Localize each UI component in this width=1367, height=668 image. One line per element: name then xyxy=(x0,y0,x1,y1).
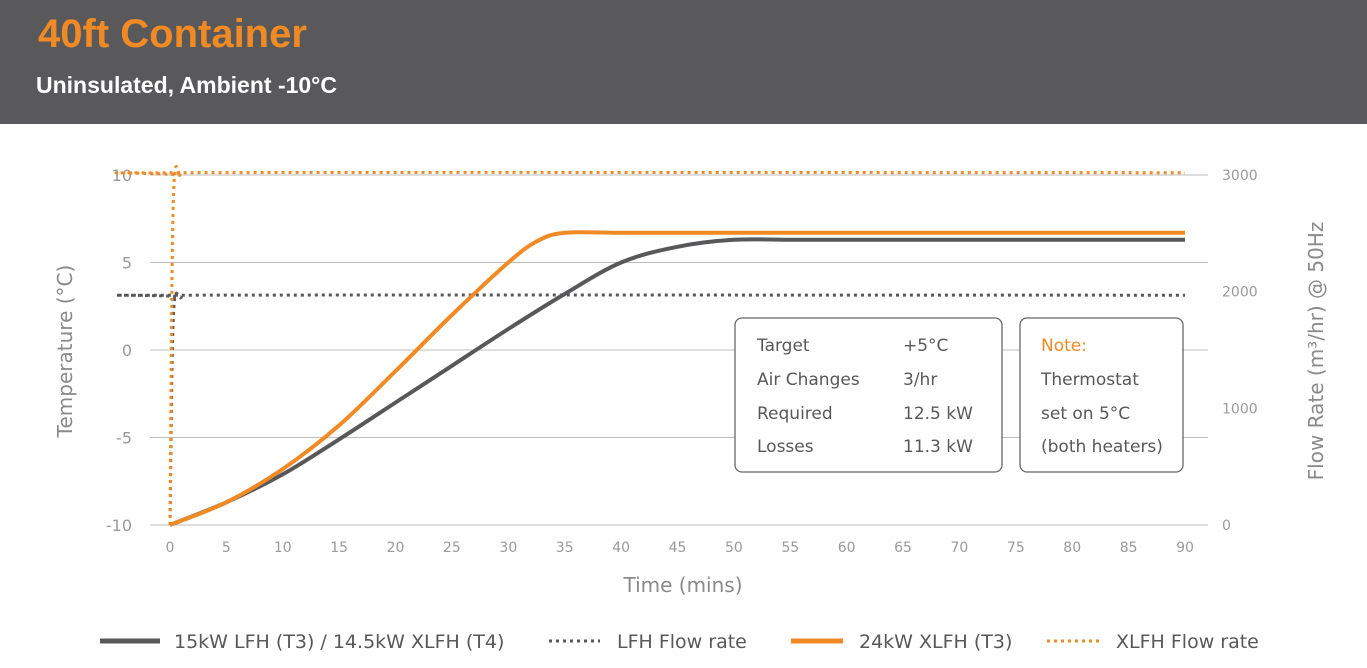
info-value: +5°C xyxy=(903,336,948,356)
x-tick-label: 0 xyxy=(166,540,175,556)
x-tick-label: 75 xyxy=(1007,540,1025,556)
legend: 15kW LFH (T3) / 14.5kW XLFH (T4) LFH Flo… xyxy=(100,631,1259,653)
x-tick-label: 5 xyxy=(222,540,231,556)
note-line: (both heaters) xyxy=(1041,437,1163,457)
legend-label: XLFH Flow rate xyxy=(1116,631,1259,653)
x-tick-label: 15 xyxy=(330,540,348,556)
orange-flow-rate-line xyxy=(114,165,1186,526)
y2-tick-label: 0 xyxy=(1222,518,1231,534)
grey-temperature-line xyxy=(169,237,1185,527)
x-tick-label: 20 xyxy=(387,540,405,556)
page-title: 40ft Container xyxy=(38,12,307,56)
x-tick-label: 40 xyxy=(612,540,630,556)
header-bar: 40ft Container Uninsulated, Ambient -10°… xyxy=(0,0,1367,124)
y-tick-label: 0 xyxy=(122,341,132,360)
note-line: set on 5°C xyxy=(1041,404,1130,424)
x-tick-label: 50 xyxy=(725,540,743,556)
x-tick-label: 90 xyxy=(1176,540,1194,556)
info-label: Target xyxy=(756,336,810,356)
info-value: 3/hr xyxy=(903,370,937,390)
info-label: Required xyxy=(757,404,833,424)
x-tick-label: 30 xyxy=(499,540,517,556)
info-box: Target +5°C Air Changes 3/hr Required 12… xyxy=(734,317,1003,473)
x-tick-label: 35 xyxy=(556,540,574,556)
info-value: 11.3 kW xyxy=(903,437,973,457)
legend-label: LFH Flow rate xyxy=(617,631,747,653)
x-tick-label: 60 xyxy=(838,540,856,556)
x-tick-label: 65 xyxy=(894,540,912,556)
x-tick-label: 55 xyxy=(781,540,799,556)
note-box-frame xyxy=(1019,317,1184,473)
y-tick-label: 5 xyxy=(122,254,132,273)
x-tick-label: 45 xyxy=(669,540,687,556)
y2-tick-label: 2000 xyxy=(1222,285,1258,301)
info-label: Air Changes xyxy=(757,370,860,390)
y-axis-label: Temperature (°C) xyxy=(53,265,77,439)
info-value: 12.5 kW xyxy=(903,404,973,424)
page-subtitle: Uninsulated, Ambient -10°C xyxy=(36,72,337,98)
x-axis-label: Time (mins) xyxy=(622,573,742,597)
y2-axis-label: Flow Rate (m³/hr) @ 50Hz xyxy=(1304,222,1328,481)
x-tick-label: 10 xyxy=(274,540,292,556)
y-tick-label: -10 xyxy=(106,516,132,535)
info-label: Losses xyxy=(757,437,814,457)
legend-label: 24kW XLFH (T3) xyxy=(859,631,1012,653)
x-tick-label: 70 xyxy=(951,540,969,556)
series-lines xyxy=(114,165,1186,527)
y2-tick-label: 3000 xyxy=(1222,168,1258,184)
orange-temperature-line xyxy=(169,230,1185,527)
y-tick-label: 10 xyxy=(112,166,132,185)
legend-label: 15kW LFH (T3) / 14.5kW XLFH (T4) xyxy=(174,631,504,653)
y-tick-label: -5 xyxy=(116,429,132,448)
info-box-frame xyxy=(734,317,1003,473)
x-tick-label: 80 xyxy=(1063,540,1081,556)
note-box: Note: Thermostat set on 5°C (both heater… xyxy=(1019,317,1184,473)
y2-tick-label: 1000 xyxy=(1222,401,1258,417)
x-tick-label: 25 xyxy=(443,540,461,556)
note-line: Thermostat xyxy=(1040,370,1139,390)
x-tick-label: 85 xyxy=(1120,540,1138,556)
note-heading: Note: xyxy=(1041,336,1087,356)
